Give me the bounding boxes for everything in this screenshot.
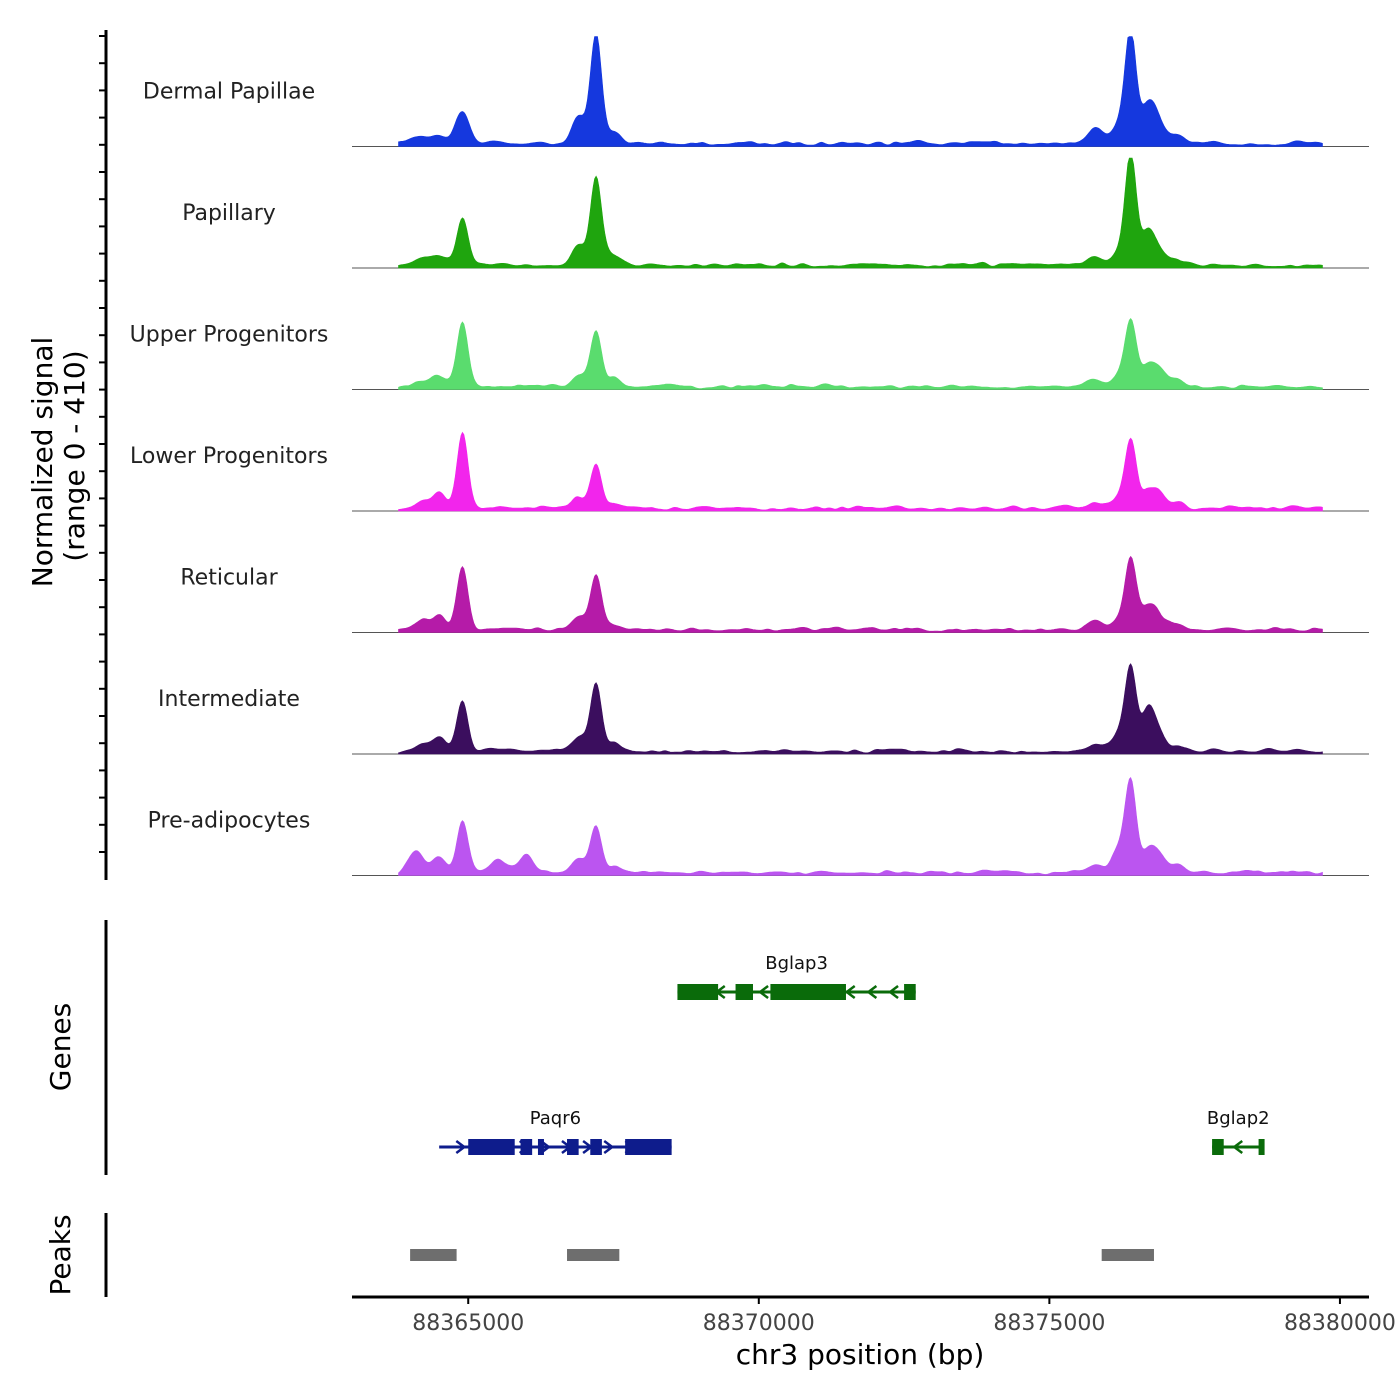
track-upper-progenitors: Upper Progenitors [130,318,1369,390]
coverage-tracks: Dermal Papillae Papillary Upper Progenitor… [130,36,1369,876]
strand-arrow [887,985,899,999]
gene-exon [770,984,846,1000]
strand-arrow [866,985,878,999]
peak-region [410,1249,457,1261]
strand-arrow [1232,1140,1243,1154]
gene-exon [625,1139,672,1155]
gene-exon [520,1139,533,1155]
strand-arrow [844,985,856,999]
x-axis-ticks: 88365000 88370000 88375000 88380000 [412,1297,1396,1336]
gene-exon [537,1139,544,1155]
gene-label: Bglap2 [1207,1108,1270,1129]
gene-label: Bglap3 [765,953,828,974]
gene-bglap2: Bglap2 [1207,1108,1270,1155]
x-tick-label: 88370000 [703,1311,815,1336]
track-papillary: Papillary [182,157,1369,269]
genes-track: Bglap3 Paqr6 Bglap2 [439,953,1270,1155]
x-tick-label: 88380000 [1284,1311,1396,1336]
gene-exon [1212,1139,1224,1155]
track-reticular: Reticular [180,555,1369,633]
signal-area [398,157,1323,269]
track-label: Dermal Papillae [143,80,315,105]
gene-paqr6: Paqr6 [439,1108,672,1155]
track-label: Intermediate [158,687,300,712]
gene-label: Paqr6 [530,1108,581,1129]
gene-bglap3: Bglap3 [677,953,916,1000]
track-label: Lower Progenitors [130,444,328,469]
signal-area [398,36,1323,147]
y-axis-title-line1: Normalized signal [26,337,59,588]
track-dermal-papillae: Dermal Papillae [143,36,1369,147]
track-lower-progenitors: Lower Progenitors [130,431,1369,512]
strand-arrow [603,1140,615,1154]
gene-exon [904,984,916,1000]
gene-exon [677,984,719,1000]
track-label: Pre-adipocytes [148,809,311,834]
track-label: Reticular [180,566,278,591]
gene-exon [735,984,753,1000]
x-tick-label: 88365000 [412,1311,524,1336]
genes-track-title: Genes [44,1003,77,1091]
signal-area [398,555,1323,633]
signal-area [398,663,1323,755]
x-tick-label: 88375000 [993,1311,1105,1336]
track-label: Papillary [182,201,276,226]
signal-area [398,777,1323,876]
peak-region [1101,1249,1154,1261]
x-axis-title: chr3 position (bp) [736,1338,985,1371]
gene-exon [590,1139,602,1155]
strand-arrow [455,1140,467,1154]
gene-exon [567,1139,579,1155]
strand-arrow [757,985,769,999]
gene-exon [468,1139,515,1155]
peaks-track-title: Peaks [44,1214,77,1295]
signal-area [398,431,1323,512]
peaks-track [410,1249,1154,1261]
track-intermediate: Intermediate [158,663,1369,755]
gene-exon [1258,1139,1265,1155]
track-pre-adipocytes: Pre-adipocytes [148,777,1369,876]
track-label: Upper Progenitors [130,323,329,348]
signal-area [398,318,1323,390]
peak-region [567,1249,620,1261]
y-axis-title-line2: (range 0 - 410) [58,350,91,561]
coverage-axis-ticks [99,35,106,853]
